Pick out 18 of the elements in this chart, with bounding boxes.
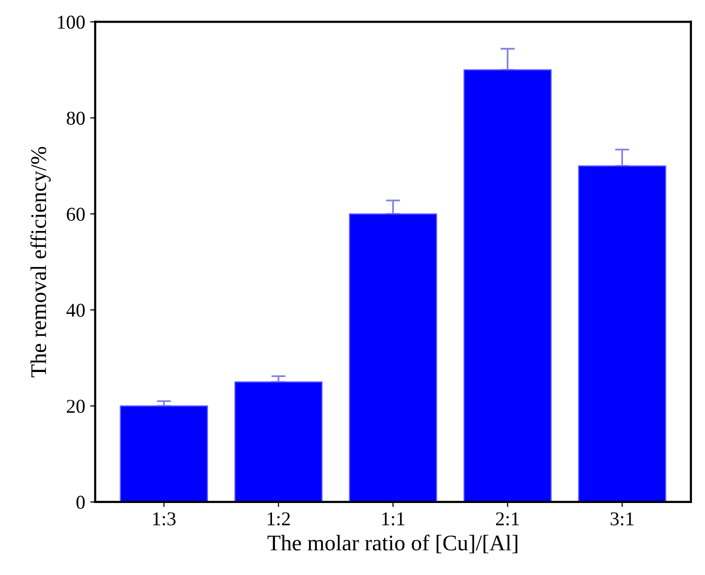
y-tick-label: 0 — [76, 496, 85, 509]
bar — [464, 69, 552, 502]
bar — [120, 405, 208, 502]
x-axis-title: The molar ratio of [Cu]/[Al] — [268, 534, 518, 554]
y-tick-label: 60 — [66, 208, 85, 221]
bar — [348, 213, 438, 502]
bar — [578, 165, 666, 502]
y-tick-label: 20 — [66, 400, 85, 413]
x-tick-label: 2:1 — [496, 512, 519, 526]
x-tick-label: 1:1 — [382, 512, 404, 526]
x-tick-label: 3:1 — [610, 512, 634, 526]
bar — [234, 381, 323, 502]
y-tick-label: 40 — [66, 304, 85, 317]
y-axis-title: The removal efficiency/% — [30, 146, 51, 378]
x-tick-label: 1:2 — [268, 512, 290, 526]
x-tick-label: 1:3 — [153, 512, 176, 526]
y-tick-label: 80 — [66, 112, 85, 125]
y-tick-label: 100 — [58, 16, 85, 29]
